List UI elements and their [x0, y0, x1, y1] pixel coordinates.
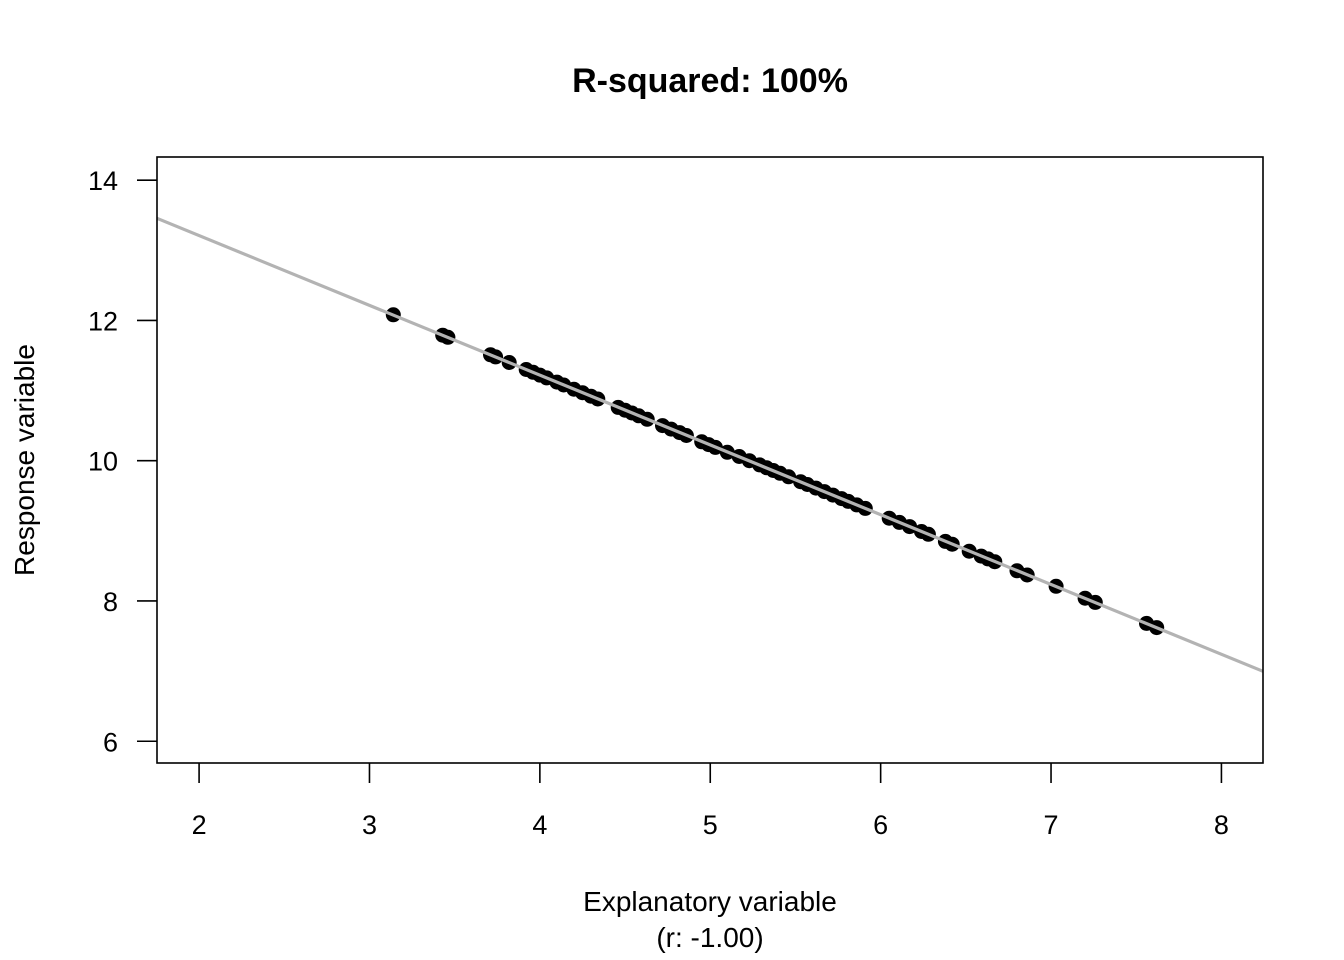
x-tick-label: 5: [703, 810, 718, 840]
y-tick-label: 14: [88, 166, 118, 196]
x-tick-label: 3: [362, 810, 377, 840]
plot-frame: [156, 156, 1264, 764]
x-tick-label: 8: [1214, 810, 1229, 840]
regression-line: [156, 216, 1264, 673]
x-tick-label: 4: [532, 810, 547, 840]
chart-title: R-squared: 100%: [572, 62, 848, 100]
x-axis: 2 3 4 5 6 7 8: [192, 763, 1229, 840]
x-axis-sublabel: (r: -1.00): [656, 922, 763, 953]
y-tick-label: 6: [103, 727, 118, 757]
y-tick-label: 10: [88, 447, 118, 477]
x-tick-label: 2: [192, 810, 207, 840]
y-tick-label: 8: [103, 587, 118, 617]
x-tick-label: 6: [873, 810, 888, 840]
y-axis: 6 8 10 12 14: [88, 166, 157, 757]
y-tick-label: 12: [88, 306, 118, 336]
x-axis-label: Explanatory variable: [583, 886, 837, 917]
y-axis-label: Response variable: [9, 344, 40, 576]
x-tick-label: 7: [1044, 810, 1059, 840]
